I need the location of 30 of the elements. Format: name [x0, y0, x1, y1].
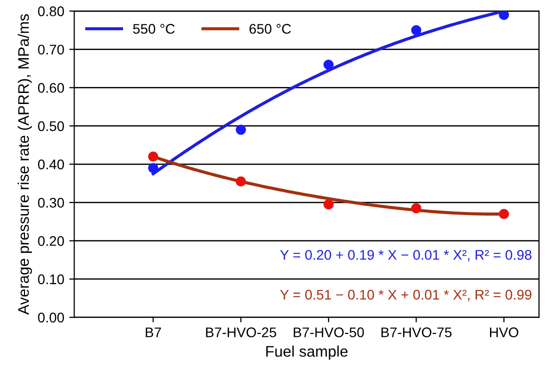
- legend-label: 650 °C: [250, 24, 291, 34]
- point: [323, 60, 334, 70]
- annotation: Y = 0.51 − 0.10 * X + 0.01 * X², R² = 0.99: [280, 290, 532, 302]
- y-tick-label: 0.60: [38, 82, 64, 93]
- point: [498, 208, 510, 220]
- x-tick-label: HVO: [490, 327, 518, 338]
- y-tick-label: 0.00: [38, 312, 64, 323]
- x-tick-label: B7-HVO-50: [294, 327, 364, 338]
- point: [498, 11, 510, 20]
- point: [148, 151, 158, 162]
- x-axis-title: Fuel sample: [266, 346, 348, 360]
- y-tick-label: 0.20: [38, 236, 64, 246]
- point: [411, 203, 422, 214]
- point: [411, 25, 422, 36]
- y-axis-title: Average pressure rise rate (APRR), MPa/ms: [18, 14, 32, 315]
- point: [323, 199, 334, 210]
- point: [148, 162, 158, 174]
- y-tick-label: 0.80: [38, 6, 64, 16]
- point: [236, 176, 246, 187]
- y-tick-label: 0.10: [38, 274, 64, 284]
- y-tick-label: 0.40: [38, 160, 64, 170]
- x-tick-label: B7-HVO-25: [206, 327, 276, 338]
- annotation: Y = 0.20 + 0.19 * X − 0.01 * X², R² = 0.98: [280, 250, 532, 262]
- x-tick-label: B7: [146, 328, 161, 338]
- legend-label: 550 °C: [133, 24, 175, 34]
- y-tick-label: 0.50: [38, 121, 64, 132]
- x-tick-label: B7-HVO-75: [381, 327, 452, 338]
- y-tick-label: 0.30: [38, 198, 64, 208]
- point: [236, 124, 246, 135]
- y-tick-label: 0.70: [38, 44, 64, 55]
